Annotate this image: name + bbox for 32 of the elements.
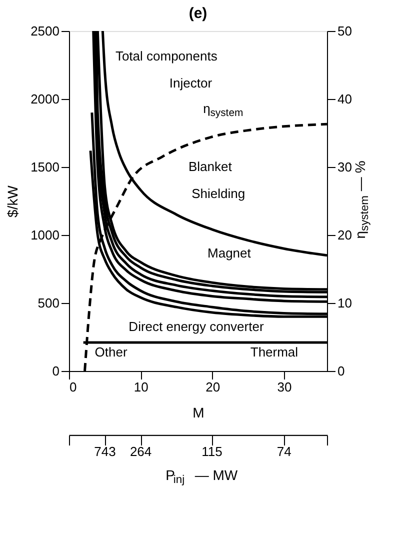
x-tick-label: 20 (206, 380, 220, 394)
y-axis-title: $/kW (4, 184, 21, 218)
y-tick-label: 500 (38, 296, 60, 310)
annotation: Thermal (250, 344, 298, 360)
y-tick-label: 2500 (30, 24, 60, 38)
y-tick-label: 1500 (30, 160, 60, 174)
y2-tick-label: 10 (338, 296, 352, 310)
text: 74 (276, 444, 292, 459)
x-tick-label: 10 (134, 380, 148, 394)
annotation: Direct energy converter (128, 318, 264, 334)
annotation: Other (94, 344, 128, 360)
annotation: Magnet (208, 246, 252, 261)
annotation: Injector (169, 76, 213, 91)
y2-axis-title: ηsystem — % (352, 160, 371, 239)
y-tick-label: 2000 (30, 92, 60, 106)
y2-tick-label: 20 (338, 228, 352, 242)
annotation: Shielding (192, 186, 246, 202)
x-axis-title: M (192, 404, 204, 420)
y-tick-label: 0 (52, 364, 60, 378)
text: 115 (202, 444, 222, 459)
text: 264 (130, 444, 152, 459)
y-tick-label: 1000 (30, 228, 60, 242)
text: 743 (94, 444, 116, 459)
x-tick-label: 30 (277, 380, 292, 394)
x-tick-label: 0 (70, 380, 77, 394)
y2-tick-label: 50 (338, 24, 352, 38)
chart-title: (e) (188, 5, 208, 22)
annotation: Blanket (188, 159, 232, 174)
annotation: Total components (115, 48, 218, 64)
y2-tick-label: 40 (338, 92, 352, 106)
y2-tick-label: 0 (338, 364, 345, 378)
y2-tick-label: 30 (338, 160, 352, 174)
